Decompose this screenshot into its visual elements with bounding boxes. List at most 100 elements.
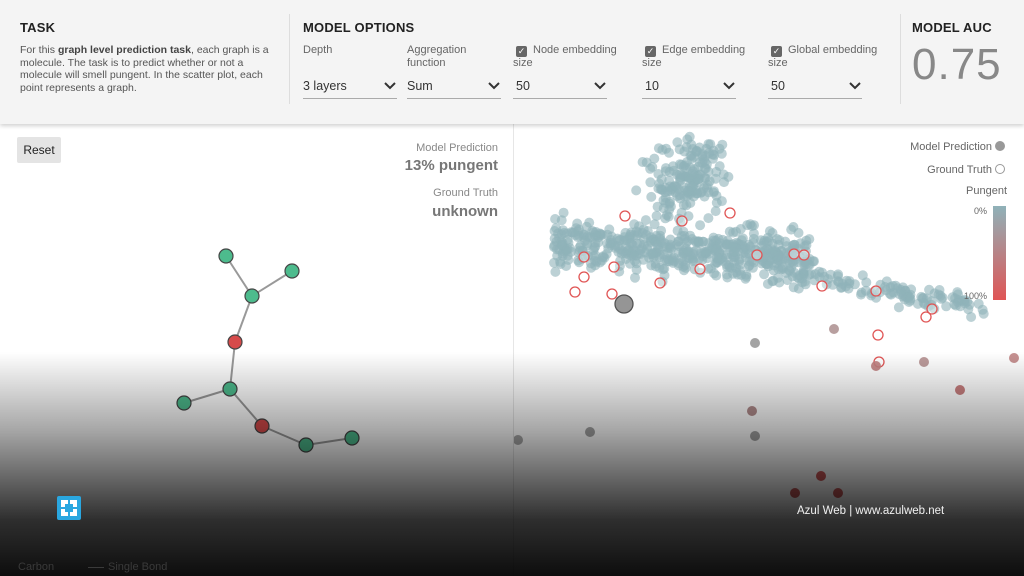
graph-node-carbon[interactable]	[244, 288, 260, 304]
scatter-point[interactable]	[640, 215, 651, 226]
graph-node-carbon[interactable]	[344, 430, 360, 446]
scatter-point[interactable]	[781, 268, 792, 278]
scatter-point[interactable]	[649, 219, 660, 230]
scatter-point[interactable]	[921, 293, 932, 304]
scatter-point[interactable]	[664, 256, 675, 267]
scatter-point[interactable]	[640, 247, 651, 258]
scatter-point[interactable]	[759, 269, 770, 280]
scatter-point[interactable]	[906, 284, 917, 295]
scatter-point[interactable]	[724, 207, 736, 219]
scatter-point[interactable]	[694, 263, 706, 275]
global-embedding-select[interactable]: 50	[768, 76, 862, 99]
scatter-point[interactable]	[711, 197, 722, 208]
scatter-point[interactable]	[801, 235, 812, 246]
scatter-point[interactable]	[608, 261, 620, 273]
scatter-point[interactable]	[637, 157, 648, 167]
scatter-point[interactable]	[745, 219, 756, 230]
scatter-point[interactable]	[832, 276, 843, 287]
scatter-point[interactable]	[886, 289, 897, 300]
scatter-point[interactable]	[657, 144, 668, 155]
scatter-point[interactable]	[735, 259, 745, 270]
scatter-point[interactable]	[819, 271, 830, 282]
scatter-point[interactable]	[589, 230, 600, 241]
scatter-point[interactable]	[849, 279, 860, 290]
scatter-point[interactable]	[679, 146, 690, 157]
scatter-point[interactable]	[556, 215, 567, 226]
scatter-point[interactable]	[573, 255, 584, 266]
graph-node-carbon[interactable]	[218, 248, 234, 264]
scatter-point[interactable]	[651, 210, 662, 221]
scatter-point[interactable]	[563, 254, 574, 265]
scatter-point[interactable]	[728, 227, 739, 238]
scatter-point[interactable]	[926, 303, 938, 315]
scatter-point[interactable]	[797, 273, 807, 284]
scatter-point[interactable]	[955, 385, 965, 395]
scatter-point[interactable]	[919, 357, 929, 367]
scatter-point[interactable]	[747, 406, 757, 416]
scatter-point[interactable]	[614, 266, 625, 277]
scatter-point[interactable]	[585, 427, 595, 437]
scatter-point[interactable]	[654, 277, 666, 289]
scatter-point[interactable]	[676, 159, 687, 170]
reset-button[interactable]: Reset	[17, 137, 61, 163]
scatter-point[interactable]	[941, 301, 952, 312]
scatter-point[interactable]	[697, 149, 708, 160]
scatter-point[interactable]	[738, 247, 749, 258]
scatter-point[interactable]	[750, 431, 760, 441]
scatter-point[interactable]	[711, 252, 722, 263]
scatter-point[interactable]	[679, 265, 689, 276]
scatter-point[interactable]	[672, 137, 683, 148]
scatter-point[interactable]	[606, 240, 616, 251]
scatter-point[interactable]	[893, 302, 904, 313]
scatter-point[interactable]	[666, 243, 677, 254]
scatter-point[interactable]	[649, 153, 660, 164]
scatter-point[interactable]	[558, 207, 569, 218]
scatter-point[interactable]	[646, 191, 657, 202]
scatter-point[interactable]	[578, 271, 590, 283]
graph-node-carbon[interactable]	[176, 395, 192, 411]
scatter-point[interactable]	[829, 324, 839, 334]
scatter-point[interactable]	[905, 293, 916, 304]
scatter-point[interactable]	[695, 220, 706, 231]
scatter-point[interactable]	[703, 213, 714, 224]
scatter-point[interactable]	[604, 224, 615, 235]
scatter-point[interactable]	[582, 238, 593, 249]
scatter-point[interactable]	[966, 312, 977, 322]
scatter-point[interactable]	[619, 232, 630, 243]
scatter-point[interactable]	[676, 215, 688, 227]
scatter-point[interactable]	[872, 329, 884, 341]
scatter-point[interactable]	[675, 193, 686, 204]
scatter-point[interactable]	[750, 338, 760, 348]
graph-node-carbon[interactable]	[284, 263, 300, 279]
scatter-point[interactable]	[920, 311, 932, 323]
scatter-point[interactable]	[875, 279, 886, 290]
scatter-point[interactable]	[698, 236, 709, 247]
scatter-point[interactable]	[788, 248, 800, 260]
scatter-point[interactable]	[711, 166, 722, 177]
scatter-point[interactable]	[748, 237, 759, 248]
edge-embedding-select[interactable]: 10	[642, 76, 736, 99]
scatter-point[interactable]	[660, 193, 671, 203]
scatter-point[interactable]	[764, 226, 775, 237]
scatter-point[interactable]	[977, 304, 988, 315]
scatter-point[interactable]	[705, 263, 716, 274]
scatter-point[interactable]	[793, 283, 804, 294]
scatter-point[interactable]	[696, 248, 707, 259]
scatter-point[interactable]	[798, 249, 810, 261]
scatter-point[interactable]	[661, 210, 672, 221]
scatter-point[interactable]	[871, 361, 881, 371]
scatter-point[interactable]	[741, 271, 752, 282]
scatter-point[interactable]	[683, 186, 694, 196]
scatter-point[interactable]	[678, 226, 689, 237]
scatter-point[interactable]	[570, 230, 581, 241]
scatter-point[interactable]	[719, 177, 729, 188]
scatter-point[interactable]	[687, 169, 698, 179]
scatter-point[interactable]	[614, 294, 634, 314]
scatter-point[interactable]	[676, 207, 687, 218]
scatter-point[interactable]	[676, 252, 687, 263]
scatter-point[interactable]	[870, 285, 882, 297]
scatter-point[interactable]	[790, 488, 800, 498]
scatter-point[interactable]	[711, 244, 722, 255]
scatter-point[interactable]	[744, 256, 755, 267]
scatter-point[interactable]	[585, 258, 596, 269]
